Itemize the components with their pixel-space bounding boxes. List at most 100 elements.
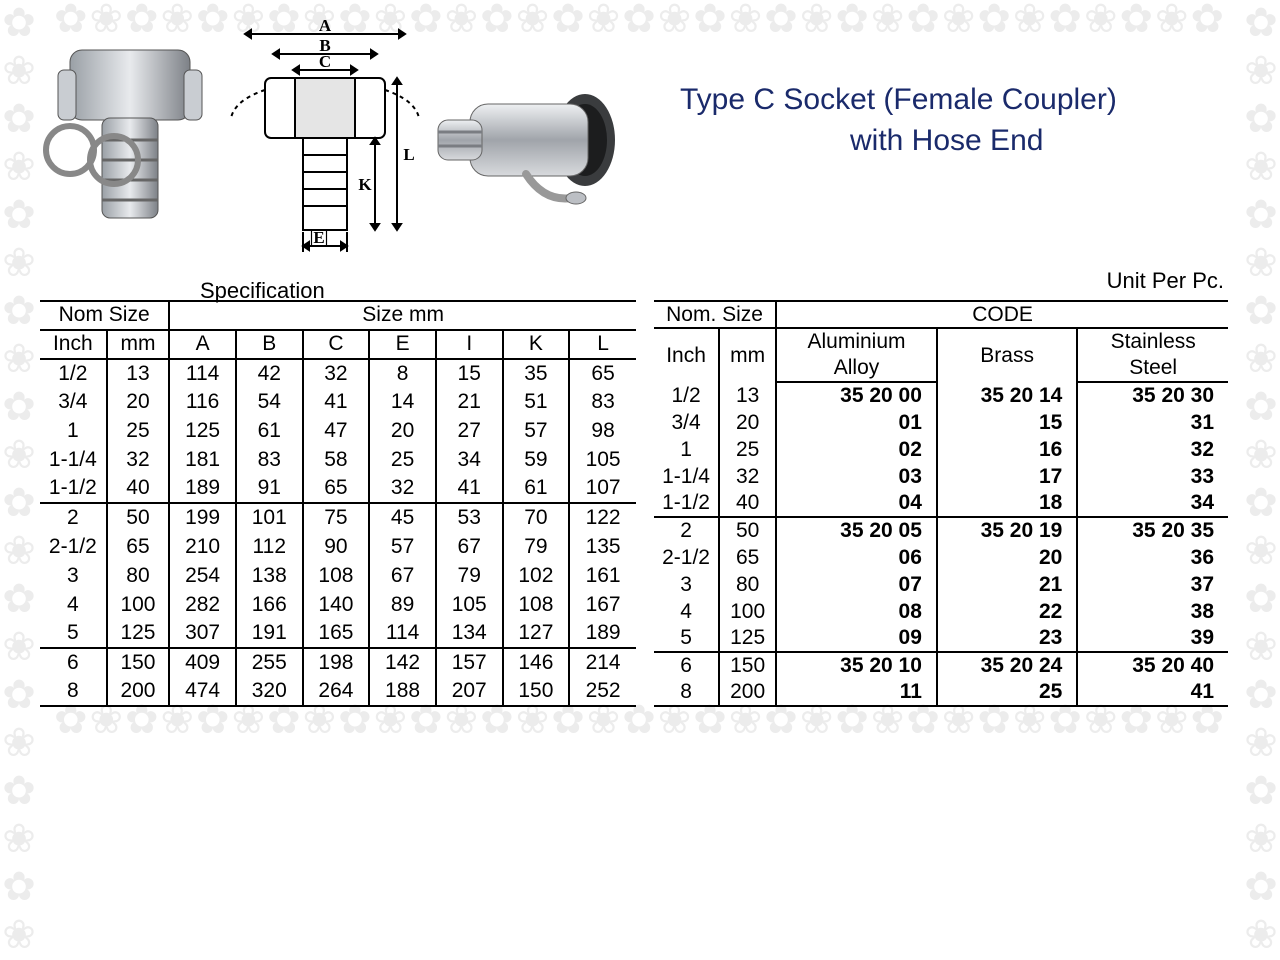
cell: 264	[303, 677, 370, 706]
cell: 17	[937, 463, 1077, 490]
cell: 200	[107, 677, 170, 706]
cell: 282	[169, 590, 236, 619]
table-row: 5125307191165114134127189	[40, 619, 636, 648]
cell: 157	[436, 648, 503, 677]
cell: 32	[107, 446, 170, 475]
cell: 80	[107, 561, 170, 590]
cell: 35 20 10	[776, 652, 937, 679]
cell: 79	[436, 561, 503, 590]
cell: 3/4	[40, 388, 107, 417]
cell: 25	[107, 417, 170, 446]
cell: 191	[236, 619, 303, 648]
cell: 35 20 30	[1077, 382, 1228, 409]
cell: 100	[719, 598, 776, 625]
cell: 2-1/2	[40, 532, 107, 561]
table-row: 25019910175455370122	[40, 503, 636, 532]
cell: 140	[303, 590, 370, 619]
table-row: 3/420116544114215183	[40, 388, 636, 417]
col-header: mm	[107, 330, 170, 359]
cell: 08	[776, 598, 937, 625]
table-row: 2-1/265062036	[654, 544, 1228, 571]
cell: 16	[937, 436, 1077, 463]
product-photo-2	[430, 70, 620, 220]
watermark-border: ✿❀✿❀✿❀✿❀✿❀✿❀✿❀✿❀✿❀✿❀	[0, 0, 42, 737]
table-row: 3802541381086779102161	[40, 561, 636, 590]
col-header: Size mm	[169, 301, 636, 330]
cell: 20	[719, 409, 776, 436]
col-header: E	[369, 330, 436, 359]
cell: 38	[1077, 598, 1228, 625]
cell: 166	[236, 590, 303, 619]
col-header: B	[236, 330, 303, 359]
cell: 06	[776, 544, 937, 571]
cell: 1-1/4	[654, 463, 719, 490]
cell: 03	[776, 463, 937, 490]
cell: 1/2	[40, 359, 107, 388]
cell: 150	[107, 648, 170, 677]
col-header: I	[436, 330, 503, 359]
table-row: 5125092339	[654, 625, 1228, 652]
cell: 146	[503, 648, 570, 677]
cell: 75	[303, 503, 370, 532]
cell: 307	[169, 619, 236, 648]
cell: 20	[937, 544, 1077, 571]
col-header: L	[569, 330, 636, 359]
cell: 134	[436, 619, 503, 648]
cell: 200	[719, 679, 776, 706]
table-row: 1/21335 20 0035 20 1435 20 30	[654, 382, 1228, 409]
table-row: 3/420011531	[654, 409, 1228, 436]
cell: 15	[436, 359, 503, 388]
unit-label: Unit Per Pc.	[1107, 268, 1224, 294]
cell: 4	[40, 590, 107, 619]
cell: 2	[40, 503, 107, 532]
cell: 125	[169, 417, 236, 446]
table-row: 25035 20 0535 20 1935 20 35	[654, 517, 1228, 544]
col-header: Stainless	[1077, 328, 1228, 355]
cell: 135	[569, 532, 636, 561]
cell: 35 20 19	[937, 517, 1077, 544]
cell: 102	[503, 561, 570, 590]
col-header: Alloy	[776, 355, 937, 382]
cell: 79	[503, 532, 570, 561]
cell: 105	[436, 590, 503, 619]
cell: 108	[303, 561, 370, 590]
cell: 8	[654, 679, 719, 706]
table-row: 2-1/26521011290576779135	[40, 532, 636, 561]
cell: 37	[1077, 571, 1228, 598]
col-header: K	[503, 330, 570, 359]
cell: 83	[569, 388, 636, 417]
svg-text:C: C	[319, 52, 331, 71]
cell: 5	[40, 619, 107, 648]
cell: 1-1/2	[40, 475, 107, 504]
cell: 167	[569, 590, 636, 619]
cell: 35 20 24	[937, 652, 1077, 679]
cell: 01	[776, 409, 937, 436]
cell: 35 20 35	[1077, 517, 1228, 544]
table-row: 380072137	[654, 571, 1228, 598]
cell: 34	[1077, 490, 1228, 517]
cell: 188	[369, 677, 436, 706]
cell: 199	[169, 503, 236, 532]
cell: 114	[169, 359, 236, 388]
cell: 35 20 00	[776, 382, 937, 409]
cell: 161	[569, 561, 636, 590]
cell: 1-1/4	[40, 446, 107, 475]
cell: 45	[369, 503, 436, 532]
table-row: 4100082238	[654, 598, 1228, 625]
cell: 165	[303, 619, 370, 648]
cell: 181	[169, 446, 236, 475]
cell: 09	[776, 625, 937, 652]
cell: 18	[937, 490, 1077, 517]
dimension-schematic: A B C L K |E|	[225, 20, 425, 260]
cell: 474	[169, 677, 236, 706]
svg-text:|E|: |E|	[310, 228, 329, 247]
col-header: Nom Size	[40, 301, 169, 330]
cell: 1/2	[654, 382, 719, 409]
cell: 207	[436, 677, 503, 706]
cell: 57	[369, 532, 436, 561]
cell: 22	[937, 598, 1077, 625]
cell: 13	[107, 359, 170, 388]
cell: 41	[436, 475, 503, 504]
col-header: A	[169, 330, 236, 359]
cell: 65	[303, 475, 370, 504]
